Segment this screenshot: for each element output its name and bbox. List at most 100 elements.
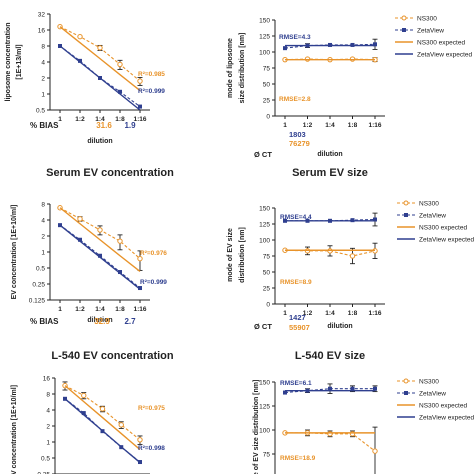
data-point [137, 78, 143, 84]
y-tick-label: 0.25 [37, 472, 50, 474]
bias-label: % BIAS [30, 317, 59, 326]
legend-marker [403, 378, 409, 384]
legend: NS300 ZetaView NS300 expected ZetaView expe… [397, 378, 474, 422]
expected-line [64, 398, 141, 464]
x-tick-label: 1:2 [75, 116, 85, 123]
x-tick-label: 1:2 [303, 310, 313, 317]
annotation-label: R²=0.999 [138, 88, 165, 95]
data-point [138, 104, 142, 109]
series-zetaview-expected [59, 224, 141, 290]
chart-title: L-540 EV concentration [51, 350, 174, 362]
chart-title: Serum EV size [292, 167, 368, 179]
expected-line [59, 207, 141, 273]
expected-line [59, 45, 141, 111]
y-tick-label: 16 [43, 376, 51, 383]
legend-marker [402, 28, 406, 32]
x-tick-label: 1:2 [303, 122, 313, 129]
y-tick-label: 25 [263, 286, 271, 293]
y-tick-label: 8 [46, 392, 50, 399]
y-tick-label: 0 [266, 302, 270, 309]
y-axis-label: de of EV size distribution [nm] [253, 380, 260, 474]
y-axis-label: V concentration [1E+10/ml] [11, 385, 18, 474]
ct-label: Ø CT [254, 150, 272, 159]
x-axis-label: dilution [87, 138, 112, 145]
expected-line [59, 26, 141, 92]
chart-title: Serum EV concentration [46, 167, 174, 179]
ct-value: 55907 [289, 323, 310, 332]
legend: NS300 ZetaView NS300 expected ZetaView expe… [397, 200, 474, 244]
annotation-label: RMSE=4.3 [279, 34, 311, 41]
chart-lipo-conc: 0.5 1 2 4 8 16 32 1 1:2 1:4 1:8 1:16 dilution liposom… [5, 12, 165, 146]
data-point [81, 411, 86, 416]
y-tick-label: 25 [263, 98, 271, 105]
chart-title: L-540 EV size [295, 350, 365, 362]
measured-line [64, 385, 141, 441]
legend-label: NS300 [419, 201, 439, 208]
legend-label: ZetaView [417, 28, 444, 35]
data-point [373, 217, 377, 222]
legend-label: NS300 expected [419, 403, 467, 410]
x-tick-label: 1:16 [368, 310, 381, 317]
annotation-label: RMSE=6.1 [280, 380, 312, 387]
y-axis-label: liposome concentration [5, 23, 12, 102]
ct-value: 76279 [289, 139, 310, 148]
y-tick-label: 4 [41, 218, 45, 225]
ct-value: 1803 [289, 130, 306, 139]
ct-value: 1427 [289, 313, 306, 322]
y-tick-label: 2 [46, 424, 50, 431]
data-point [78, 58, 82, 63]
y-tick-label: 4 [41, 60, 45, 67]
y-axis-label: size distribution [nm] [239, 33, 246, 104]
x-tick-label: 1:4 [325, 122, 335, 129]
bias-value: 1.9 [124, 121, 136, 130]
data-point [97, 45, 103, 51]
series-ns300 [282, 242, 378, 265]
series-ns300-expected [59, 26, 141, 92]
y-tick-label: 1 [41, 92, 45, 99]
legend-marker [404, 391, 408, 395]
series-ns300 [62, 381, 143, 445]
y-axis-label: [1E+13/ml] [16, 44, 23, 79]
data-point [98, 253, 102, 258]
data-point [349, 253, 356, 259]
measured-line [59, 26, 141, 82]
y-tick-label: 50 [263, 270, 271, 277]
y-tick-label: 75 [263, 452, 271, 459]
y-tick-label: 0.5 [41, 456, 50, 463]
x-tick-label: 1:8 [115, 116, 125, 123]
x-axis-label: dilution [327, 323, 352, 330]
y-tick-label: 32 [38, 12, 46, 19]
x-tick-label: 1 [283, 122, 287, 129]
x-tick-label: 1 [58, 306, 62, 313]
series-ns300-expected [64, 385, 141, 451]
bias-value: 2.7 [124, 317, 136, 326]
legend-label: NS300 expected [419, 225, 467, 232]
x-tick-label: 1 [283, 310, 287, 317]
x-tick-label: 1:4 [95, 306, 105, 313]
y-axis-label: mode of EV size [227, 228, 234, 282]
y-tick-label: 0.5 [36, 266, 45, 273]
legend-label: ZetaView expected [419, 415, 474, 422]
chart-lipo-size: 0 25 50 75 100 125 150 1 1:2 1:4 1:8 1:16 dilution mo… [227, 15, 473, 159]
legend-label: ZetaView [419, 213, 446, 220]
y-tick-label: 150 [259, 380, 270, 387]
data-point [99, 406, 106, 412]
x-tick-label: 1:8 [115, 306, 125, 313]
data-point [117, 238, 123, 244]
y-tick-label: 8 [41, 202, 45, 209]
expected-line [64, 385, 141, 451]
data-point [373, 42, 377, 47]
legend-label: NS300 [419, 379, 439, 386]
chart-serum-size: Serum EV size 0 25 50 75 100 125 150 1 1:2 1:4 1:8 1… [227, 167, 474, 332]
y-tick-label: 50 [263, 82, 271, 89]
y-tick-label: 125 [259, 404, 270, 411]
y-tick-label: 0 [266, 114, 270, 121]
y-tick-label: 125 [259, 34, 270, 41]
annotation-label: RMSE=18.9 [280, 455, 316, 462]
data-point [78, 237, 82, 242]
chart-serum-conc: Serum EV concentration 0.125 0.25 0.5 1 2 4 8 1 1… [11, 167, 174, 326]
legend-label: NS300 expected [417, 40, 465, 47]
bias-value: 32.9 [94, 317, 110, 326]
x-tick-label: 1:8 [348, 122, 358, 129]
